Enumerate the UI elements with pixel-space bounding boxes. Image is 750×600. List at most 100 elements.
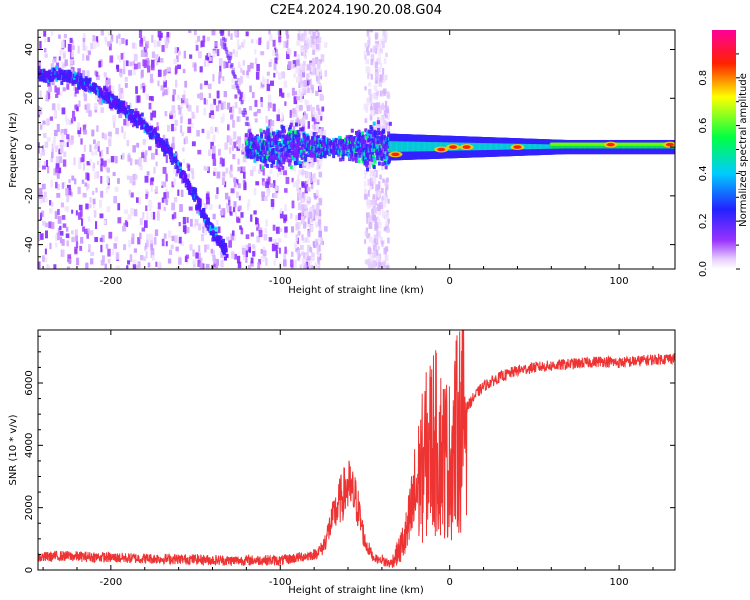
spectrogram-cell: [233, 201, 237, 208]
spectrogram-cell: [284, 138, 288, 143]
spectrogram-cell: [302, 237, 306, 243]
spectrogram-cell: [162, 166, 167, 174]
spectrogram-cell: [236, 255, 241, 264]
spectrogram-cell: [238, 195, 241, 201]
spectrogram-cell: [288, 149, 292, 154]
spectrogram-cell: [128, 113, 132, 118]
spectrogram-cell: [365, 227, 369, 233]
spectrogram-cell: [171, 235, 176, 242]
spectrogram-cell: [290, 226, 295, 233]
spectrogram-cell: [191, 192, 195, 197]
spectrogram-cell: [122, 60, 126, 69]
spectrogram-cell: [238, 61, 241, 68]
spectrogram-cell: [301, 117, 305, 125]
spectrogram-cell: [153, 236, 157, 245]
spectrogram-cell: [383, 119, 387, 126]
spectrogram-cell: [43, 48, 47, 53]
spectrogram-cell: [130, 192, 134, 198]
spectrogram-cell: [107, 78, 111, 85]
spectrogram-cell: [48, 77, 52, 82]
spectrogram-cell: [225, 61, 229, 69]
spectrogram-cell: [299, 127, 303, 132]
spectrogram-cell: [164, 150, 168, 155]
spectrogram-cell: [235, 179, 239, 185]
spectrogram-cell: [258, 230, 263, 238]
spectrogram-cell: [56, 192, 61, 198]
spectrogram-cell: [234, 94, 238, 99]
spectrogram-cell: [138, 197, 142, 205]
spectrogram-cell: [238, 90, 242, 95]
spectrogram-cell: [363, 188, 367, 196]
spectrogram-cell: [286, 150, 290, 155]
spectrogram-cell: [90, 251, 95, 256]
spectrogram-cell: [364, 144, 368, 149]
spectrogram-cell: [309, 131, 314, 138]
spectrogram-cell: [317, 108, 321, 115]
spectrogram-cell: [213, 238, 217, 246]
spectrogram-cell: [228, 135, 232, 141]
spectrogram-cell: [205, 263, 210, 269]
spectrogram-cell: [280, 118, 283, 123]
spectrogram-cell: [242, 60, 246, 66]
spectrogram-cell: [372, 45, 376, 53]
spectrogram-cell: [261, 76, 265, 85]
spectrogram-cell: [377, 117, 380, 123]
spectrogram-cell: [52, 67, 56, 72]
spectrogram-cell: [246, 154, 250, 159]
spectrogram-cell: [146, 212, 149, 221]
spectrogram-cell: [198, 245, 201, 252]
spectrogram-cell: [174, 67, 177, 75]
spectrogram-cell: [182, 216, 187, 225]
spectrogram-cell: [261, 195, 265, 201]
spectrogram-cell: [313, 173, 316, 181]
spectrogram-cell: [311, 68, 316, 76]
spectrogram-cell: [58, 56, 61, 61]
spectrogram-cell: [296, 129, 300, 134]
spectrogram-hotspot-core: [513, 145, 522, 149]
spectrogram-cell: [282, 160, 286, 165]
spectrogram-cell: [378, 80, 382, 87]
bottom-x-tick-label: -200: [99, 577, 122, 588]
spectrogram-cell: [139, 165, 144, 171]
spectrogram-cell: [128, 69, 132, 76]
spectrogram-cell: [122, 51, 126, 59]
spectrogram-cell: [46, 118, 50, 126]
spectrogram-cell: [83, 33, 86, 38]
spectrogram-cell: [89, 197, 92, 203]
spectrogram-cell: [156, 60, 159, 66]
spectrogram-cell: [241, 248, 246, 255]
spectrogram-cell: [171, 214, 174, 220]
bottom-y-tick-label: 4000: [24, 433, 35, 458]
spectrogram-cell: [364, 54, 367, 60]
spectrogram-cell: [232, 153, 236, 160]
spectrogram-cell: [277, 148, 281, 153]
spectrogram-cell: [41, 255, 45, 262]
spectrogram-cell: [378, 181, 381, 188]
spectrogram-cell: [362, 157, 366, 162]
spectrogram-cell: [299, 163, 303, 168]
spectrogram-cell: [277, 159, 281, 164]
spectrogram-cell: [59, 145, 64, 154]
spectrogram-cell: [265, 133, 269, 138]
spectrogram-cell: [367, 129, 371, 134]
spectrogram-cell: [171, 123, 175, 132]
spectrogram-cell: [194, 187, 198, 192]
spectrogram-cell: [303, 30, 307, 37]
spectrogram-cell: [121, 38, 125, 44]
spectrogram-cell: [55, 93, 59, 98]
spectrogram-cell: [286, 34, 290, 39]
spectrogram-cell: [250, 39, 254, 44]
spectrogram-cell: [385, 52, 388, 58]
spectrogram-cell: [166, 191, 170, 199]
spectrogram-cell: [267, 102, 272, 109]
spectrogram-cell: [382, 129, 386, 134]
spectrogram-cell: [61, 107, 66, 115]
spectrogram-cell: [310, 35, 315, 44]
spectrogram-cell: [288, 130, 292, 135]
spectrogram-cell: [84, 45, 88, 51]
spectrogram-cell: [42, 165, 46, 170]
spectrogram-cell: [67, 43, 72, 52]
spectrogram-cell: [364, 128, 368, 133]
spectrogram-cell: [163, 141, 167, 146]
spectrogram-cell: [310, 84, 314, 90]
